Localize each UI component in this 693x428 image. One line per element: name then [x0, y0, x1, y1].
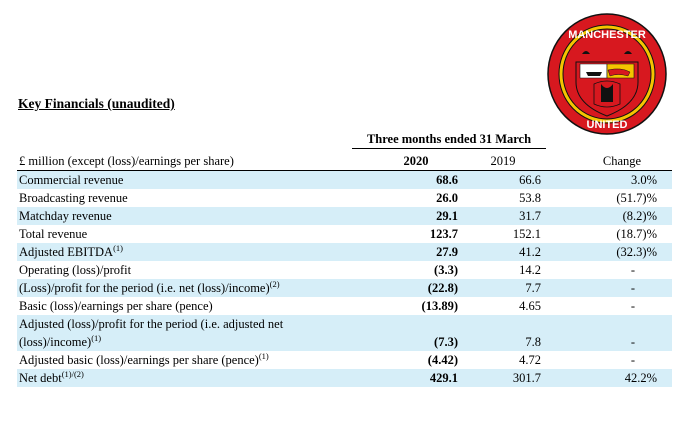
row-label-text: Net debt: [19, 371, 62, 385]
table-row: Adjusted (loss)/profit for the period (i…: [17, 315, 672, 351]
value-2019: 41.2: [519, 245, 541, 259]
value-2020: 68.6: [436, 173, 458, 187]
value-2020: (3.3): [434, 263, 458, 277]
table-row: Total revenue 123.7 152.1 (18.7)%: [17, 225, 672, 243]
table-header-row: £ million (except (loss)/earnings per sh…: [17, 152, 672, 171]
value-change: 42.2%: [624, 371, 657, 385]
financials-table: £ million (except (loss)/earnings per sh…: [17, 152, 672, 387]
table-body: Commercial revenue 68.6 66.6 3.0% Broadcasti…: [17, 171, 672, 387]
value-2020: 29.1: [436, 209, 458, 223]
page-title: Key Financials (unaudited): [18, 96, 175, 111]
table-row: Net debt(1)/(2) 429.1 301.7 42.2%: [17, 369, 672, 387]
footnote-marker: (1)/(2): [61, 369, 84, 379]
table-row: Adjusted EBITDA(1) 27.9 41.2 (32.3)%: [17, 243, 672, 261]
value-2019: 66.6: [519, 173, 541, 187]
row-label: Basic (loss)/earnings per share (pence): [19, 299, 213, 313]
value-2019: 31.7: [519, 209, 541, 223]
table-row: Operating (loss)/profit (3.3) 14.2 -: [17, 261, 672, 279]
value-2019: 7.7: [525, 281, 541, 295]
column-header-2020: 2020: [403, 154, 429, 168]
row-label: Matchday revenue: [19, 209, 112, 223]
value-2020: (4.42): [427, 353, 458, 367]
row-label: Adjusted EBITDA(1): [19, 243, 123, 261]
row-label: Broadcasting revenue: [19, 191, 128, 205]
row-label: Net debt(1)/(2): [19, 369, 84, 387]
value-change: (51.7)%: [616, 191, 657, 205]
value-2020: 123.7: [429, 227, 458, 241]
value-change: -: [630, 353, 636, 367]
value-2019: 7.8: [525, 335, 541, 349]
value-2020: 27.9: [436, 245, 458, 259]
value-change: -: [630, 335, 636, 349]
value-2019: 4.65: [519, 299, 541, 313]
table-row: Broadcasting revenue 26.0 53.8 (51.7)%: [17, 189, 672, 207]
value-2019: 14.2: [519, 263, 541, 277]
value-change: (18.7)%: [616, 227, 657, 241]
table-row: Adjusted basic (loss)/earnings per share…: [17, 351, 672, 369]
row-label-text: Adjusted basic (loss)/earnings per share…: [19, 353, 259, 367]
table-row: Commercial revenue 68.6 66.6 3.0%: [17, 171, 672, 189]
row-label: Adjusted basic (loss)/earnings per share…: [19, 351, 269, 369]
value-change: (32.3)%: [616, 245, 657, 259]
row-label-text: (Loss)/profit for the period (i.e. net (…: [19, 281, 270, 295]
manchester-united-crest-logo: MANCHESTER UNITED: [547, 13, 667, 135]
row-label: Adjusted (loss)/profit for the period (i…: [19, 315, 349, 351]
row-label-text: Adjusted (loss)/profit for the period (i…: [19, 317, 284, 349]
row-label: Commercial revenue: [19, 173, 124, 187]
column-header-label: £ million (except (loss)/earnings per sh…: [19, 154, 234, 168]
value-2019: 301.7: [512, 371, 541, 385]
value-2020: (7.3): [434, 335, 458, 349]
value-2019: 53.8: [519, 191, 541, 205]
row-label: (Loss)/profit for the period (i.e. net (…: [19, 279, 280, 297]
column-header-2019: 2019: [490, 154, 516, 168]
value-2019: 4.72: [519, 353, 541, 367]
value-change: -: [630, 281, 636, 295]
value-2019: 152.1: [512, 227, 541, 241]
value-change: -: [630, 299, 636, 313]
value-change: -: [630, 263, 636, 277]
row-label: Total revenue: [19, 227, 88, 241]
row-label: Operating (loss)/profit: [19, 263, 132, 277]
value-change: 3.0%: [630, 173, 657, 187]
table-row: Basic (loss)/earnings per share (pence) (…: [17, 297, 672, 315]
logo-text-top: MANCHESTER: [568, 29, 646, 41]
value-2020: 26.0: [436, 191, 458, 205]
value-2020: (13.89): [421, 299, 458, 313]
value-2020: 429.1: [429, 371, 458, 385]
row-label-text: Adjusted EBITDA: [19, 245, 114, 259]
table-row: Matchday revenue 29.1 31.7 (8.2)%: [17, 207, 672, 225]
footnote-marker: (2): [269, 279, 280, 289]
period-header: Three months ended 31 March: [352, 132, 546, 149]
logo-text-bottom: UNITED: [587, 119, 628, 131]
value-2020: (22.8): [427, 281, 458, 295]
column-header-change: Change: [602, 154, 642, 168]
footnote-marker: (1): [113, 243, 124, 253]
footnote-marker: (1): [91, 333, 102, 343]
footnote-marker: (1): [258, 351, 269, 361]
table-row: (Loss)/profit for the period (i.e. net (…: [17, 279, 672, 297]
value-change: (8.2)%: [622, 209, 657, 223]
